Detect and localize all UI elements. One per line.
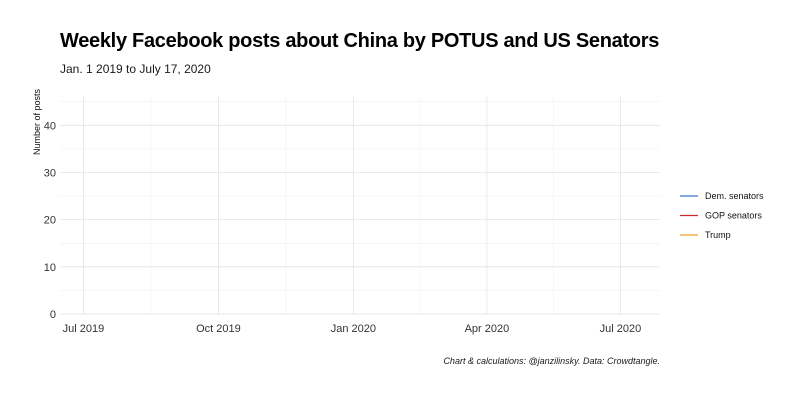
x-axis-ticks: Jul 2019 Oct 2019 Jan 2020 Apr 2020 Jul 2020	[63, 323, 642, 335]
x-tick-label: Jul 2019	[63, 323, 105, 335]
legend-label-gop-senators: GOP senators	[705, 211, 762, 221]
x-tick-label: Jul 2020	[600, 323, 642, 335]
y-tick-label: 20	[44, 215, 56, 227]
x-tick-label: Oct 2019	[196, 323, 241, 335]
chart-subtitle: Jan. 1 2019 to July 17, 2020	[60, 62, 211, 76]
chart-title: Weekly Facebook posts about China by POT…	[60, 30, 660, 52]
x-tick-label: Jan 2020	[331, 323, 376, 335]
legend-label-trump: Trump	[705, 230, 731, 240]
y-axis-ticks: 0 10 20 30 40	[44, 120, 56, 321]
y-tick-label: 40	[44, 120, 56, 132]
legend-label-dem-senators: Dem. senators	[705, 191, 764, 201]
chart-caption: Chart & calculations: @janzilinsky. Data…	[443, 356, 660, 366]
y-axis-label: Number of posts	[32, 88, 42, 155]
y-tick-label: 10	[44, 262, 56, 274]
minor-gridlines	[60, 97, 660, 314]
y-tick-label: 0	[50, 309, 56, 321]
y-tick-label: 30	[44, 167, 56, 179]
legend: Dem. senators GOP senators Trump	[680, 191, 764, 240]
major-gridlines	[60, 97, 660, 315]
x-tick-label: Apr 2020	[465, 323, 510, 335]
